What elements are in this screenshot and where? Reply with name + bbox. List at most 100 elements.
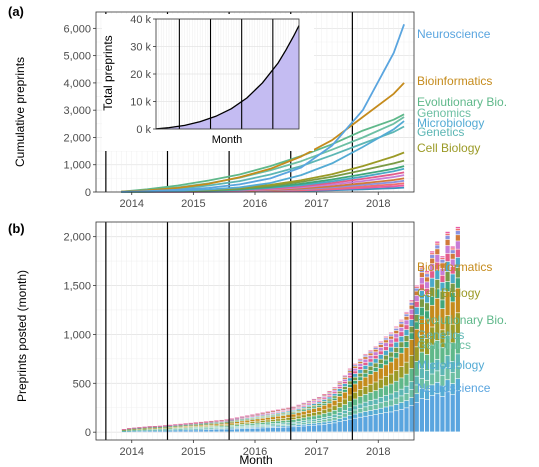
bar-segment <box>317 402 322 404</box>
bar-segment <box>368 370 373 375</box>
bar-segment <box>353 377 358 381</box>
bar-segment <box>378 343 383 345</box>
bar-segment <box>209 426 214 428</box>
bar-segment <box>440 268 445 275</box>
bar-segment <box>286 415 291 418</box>
bar-segment <box>281 415 286 418</box>
bar-segment <box>455 257 460 268</box>
bar-segment <box>388 339 394 343</box>
bar-segment <box>301 407 306 409</box>
bar-segment <box>373 404 378 410</box>
series-label-genetics: Genetics <box>417 125 464 139</box>
bar-segment <box>424 399 430 432</box>
bar-segment <box>240 429 245 432</box>
bar-segment <box>327 392 332 394</box>
bar-segment <box>414 322 419 329</box>
bar-segment <box>337 418 342 422</box>
bar-segment <box>445 245 450 254</box>
bar-segment <box>430 278 435 287</box>
panel-b-x-axis-title: Month <box>239 453 272 467</box>
bar-segment <box>455 288 460 313</box>
bar-segment <box>414 301 419 307</box>
bar-segment <box>240 421 245 423</box>
bar-segment <box>373 363 378 368</box>
bar-segment <box>317 407 322 412</box>
bar-segment <box>224 426 229 427</box>
bar-segment <box>368 362 373 366</box>
bar-segment <box>255 426 260 427</box>
bar-segment <box>404 393 409 401</box>
bar-segment <box>296 421 301 423</box>
bar-segment <box>337 415 342 419</box>
bar-segment <box>419 265 425 268</box>
bar-segment <box>424 390 430 400</box>
bar-segment <box>265 425 270 427</box>
bar-segment <box>435 241 440 243</box>
bar-segment <box>347 369 353 371</box>
bar-segment <box>404 362 409 374</box>
bar-segment <box>399 402 404 410</box>
bar-segment <box>424 354 430 371</box>
bar-segment <box>424 295 430 303</box>
bar-segment <box>409 302 414 305</box>
bar-segment <box>322 401 327 403</box>
bar-segment <box>388 343 394 347</box>
bar-segment <box>455 267 460 278</box>
bar-segment <box>455 241 460 249</box>
bar-segment <box>373 352 378 356</box>
bar-segment <box>276 413 281 414</box>
bar-segment <box>291 424 296 425</box>
bar-segment <box>337 391 342 394</box>
bar-segment <box>322 403 327 405</box>
bar-segment <box>378 368 383 379</box>
bar-segment <box>414 347 419 362</box>
bar-segment <box>311 408 317 413</box>
bar-segment <box>450 283 455 293</box>
bar-segment <box>394 333 399 338</box>
bar-segment <box>342 389 347 392</box>
bar-segment <box>450 343 455 361</box>
bar-segment <box>424 311 430 319</box>
bar-segment <box>347 415 353 419</box>
bar-segment <box>373 371 378 382</box>
bar-segment <box>219 425 224 426</box>
bar-segment <box>224 429 229 432</box>
series-label-microbiology: Microbiology <box>417 116 484 130</box>
bar-segment <box>327 421 332 424</box>
bar-segment <box>332 398 337 401</box>
bar-segment <box>281 414 286 416</box>
bar-segment <box>214 426 219 428</box>
bar-segment <box>368 351 373 353</box>
panel-b: (b) Preprints posted (month) Month 0 500 1… <box>8 221 507 467</box>
y-tick-label: 1,000 <box>63 329 91 341</box>
bar-segment <box>353 366 358 368</box>
bar-segment <box>404 316 409 320</box>
bar-segment <box>419 398 425 432</box>
bar-segment <box>430 363 435 374</box>
bar-segment <box>347 411 353 416</box>
bar-segment <box>291 417 296 420</box>
bar-segment <box>394 392 399 398</box>
bar-segment <box>430 253 435 255</box>
bar-segment <box>363 365 368 370</box>
bar-segment <box>301 421 306 423</box>
bar-segment <box>383 338 389 340</box>
bar-segment <box>435 262 440 270</box>
bar-segment <box>147 431 152 432</box>
bar-segment <box>276 414 281 415</box>
bar-segment <box>419 269 425 273</box>
bar-segment <box>409 355 414 369</box>
bar-segment <box>404 325 409 330</box>
y-tick-label: 0 <box>85 187 91 199</box>
bar-segment <box>301 418 306 421</box>
bar-segment <box>358 361 363 364</box>
bar-segment <box>440 291 445 300</box>
bar-segment <box>440 365 445 376</box>
bar-segment <box>424 338 430 355</box>
bar-segment <box>337 396 342 403</box>
bar-segment <box>209 424 214 426</box>
bar-segment <box>250 428 255 432</box>
bar-segment <box>353 392 358 399</box>
bar-segment <box>378 359 383 364</box>
bar-segment <box>337 384 342 387</box>
